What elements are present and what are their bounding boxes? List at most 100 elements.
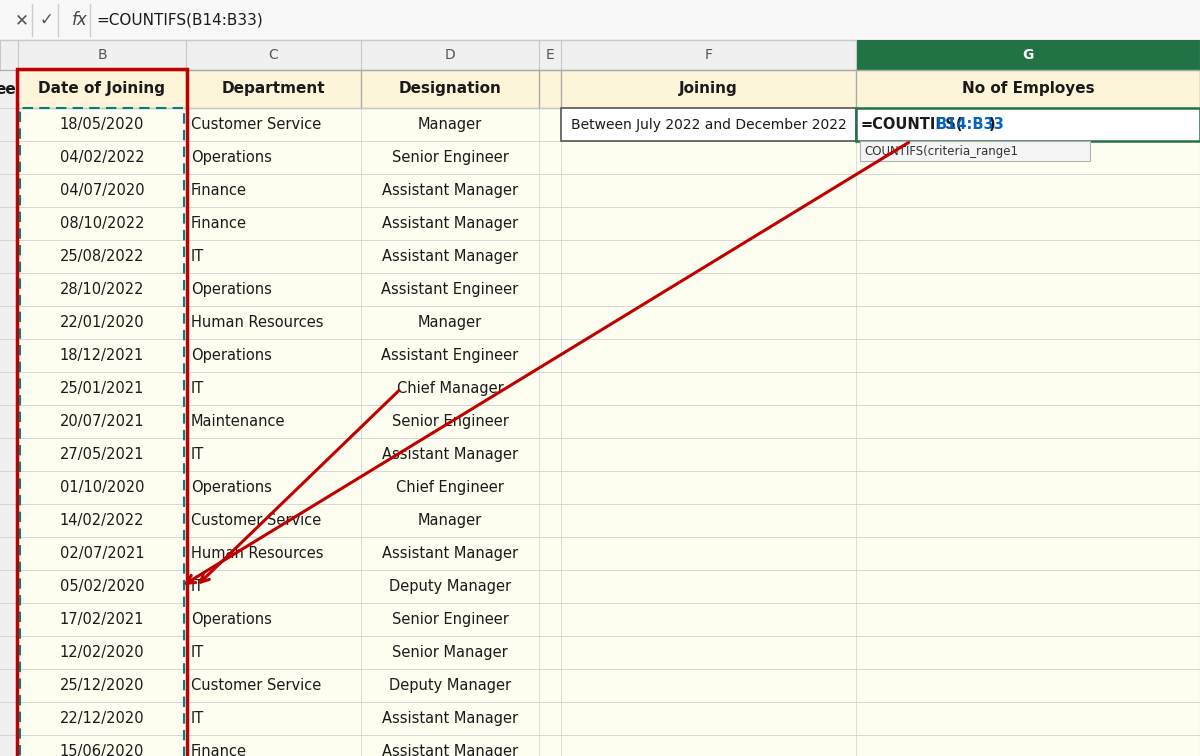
Text: IT: IT [191,711,204,726]
Text: Assistant Manager: Assistant Manager [382,546,518,561]
Text: Assistant Manager: Assistant Manager [382,249,518,264]
Text: 28/10/2022: 28/10/2022 [60,282,144,297]
Text: Finance: Finance [191,183,247,198]
Bar [0,70,18,756]
Bar [18,702,1200,735]
Text: 15/06/2020: 15/06/2020 [60,744,144,756]
Text: Date of Joining: Date of Joining [38,82,166,97]
Text: 22/01/2020: 22/01/2020 [60,315,144,330]
Text: 04/02/2022: 04/02/2022 [60,150,144,165]
Text: Operations: Operations [191,150,272,165]
Text: Operations: Operations [191,282,272,297]
Text: No of Employes: No of Employes [961,82,1094,97]
Text: Senior Manager: Senior Manager [392,645,508,660]
Bar [856,108,1200,141]
Bar [562,108,856,141]
Bar [18,669,1200,702]
Text: 12/02/2020: 12/02/2020 [60,645,144,660]
Text: 01/10/2020: 01/10/2020 [60,480,144,495]
Text: Operations: Operations [191,612,272,627]
Bar [20,108,184,756]
Text: Manager: Manager [418,117,482,132]
Text: Deputy Manager: Deputy Manager [389,678,511,693]
Bar [18,537,1200,570]
Text: Deputy Manager: Deputy Manager [389,579,511,594]
Text: D: D [445,48,455,62]
Bar [18,141,1200,174]
Bar [18,438,1200,471]
Bar [18,471,1200,504]
Bar [18,306,1200,339]
Text: Manager: Manager [418,315,482,330]
Text: 18/12/2021: 18/12/2021 [60,348,144,363]
Text: IT: IT [191,645,204,660]
Text: Customer Service: Customer Service [191,117,322,132]
Text: IT: IT [191,579,204,594]
Text: 08/10/2022: 08/10/2022 [60,216,144,231]
Text: Assistant Manager: Assistant Manager [382,711,518,726]
Bar [18,174,1200,207]
Bar [18,504,1200,537]
Text: 18/05/2020: 18/05/2020 [60,117,144,132]
Text: 14/02/2022: 14/02/2022 [60,513,144,528]
Text: Senior Engineer: Senior Engineer [391,612,509,627]
Text: 02/07/2021: 02/07/2021 [60,546,144,561]
Text: C: C [269,48,278,62]
Text: 20/07/2021: 20/07/2021 [60,414,144,429]
Text: Chief Manager: Chief Manager [397,381,503,396]
Text: 25/01/2021: 25/01/2021 [60,381,144,396]
Bar [18,735,1200,756]
Bar [18,570,1200,603]
Text: Designation: Designation [398,82,502,97]
Text: Human Resources: Human Resources [191,546,324,561]
Bar [18,240,1200,273]
Text: Customer Service: Customer Service [191,678,322,693]
Text: Finance: Finance [191,216,247,231]
Bar [856,40,1200,70]
Text: Human Resources: Human Resources [191,315,324,330]
Bar [0,40,1200,70]
Text: Customer Service: Customer Service [191,513,322,528]
Bar [18,70,1200,108]
Text: fx: fx [72,11,88,29]
Text: Assistant Engineer: Assistant Engineer [382,282,518,297]
Text: G: G [1022,48,1033,62]
Text: Operations: Operations [191,480,272,495]
Text: 05/02/2020: 05/02/2020 [60,579,144,594]
Text: 22/12/2020: 22/12/2020 [60,711,144,726]
Text: 17/02/2021: 17/02/2021 [60,612,144,627]
Text: IT: IT [191,381,204,396]
Bar [18,108,1200,141]
Text: =COUNTIFS(B14:B33): =COUNTIFS(B14:B33) [96,13,263,27]
Text: ): ) [989,117,995,132]
Text: COUNTIFS(criteria_range1: COUNTIFS(criteria_range1 [864,144,1018,157]
Text: Senior Engineer: Senior Engineer [391,150,509,165]
Bar [18,405,1200,438]
Bar [0,0,1200,40]
Text: 25/12/2020: 25/12/2020 [60,678,144,693]
Text: IT: IT [191,447,204,462]
Text: Finance: Finance [191,744,247,756]
Bar [18,603,1200,636]
Bar [17,69,187,756]
Bar [18,372,1200,405]
Text: Joining: Joining [679,82,738,97]
Text: ee: ee [0,82,16,97]
Text: 25/08/2022: 25/08/2022 [60,249,144,264]
Text: Assistant Manager: Assistant Manager [382,183,518,198]
Text: Assistant Manager: Assistant Manager [382,744,518,756]
Text: F: F [704,48,713,62]
Text: Assistant Manager: Assistant Manager [382,447,518,462]
Text: Chief Engineer: Chief Engineer [396,480,504,495]
Text: 27/05/2021: 27/05/2021 [60,447,144,462]
Text: Maintenance: Maintenance [191,414,286,429]
Text: ✕: ✕ [16,11,29,29]
Bar [18,207,1200,240]
Text: =COUNTIFS(: =COUNTIFS( [862,117,964,132]
Text: IT: IT [191,249,204,264]
Text: Manager: Manager [418,513,482,528]
Text: Department: Department [222,82,325,97]
Text: Assistant Engineer: Assistant Engineer [382,348,518,363]
Text: E: E [546,48,554,62]
Text: ✓: ✓ [40,11,53,29]
